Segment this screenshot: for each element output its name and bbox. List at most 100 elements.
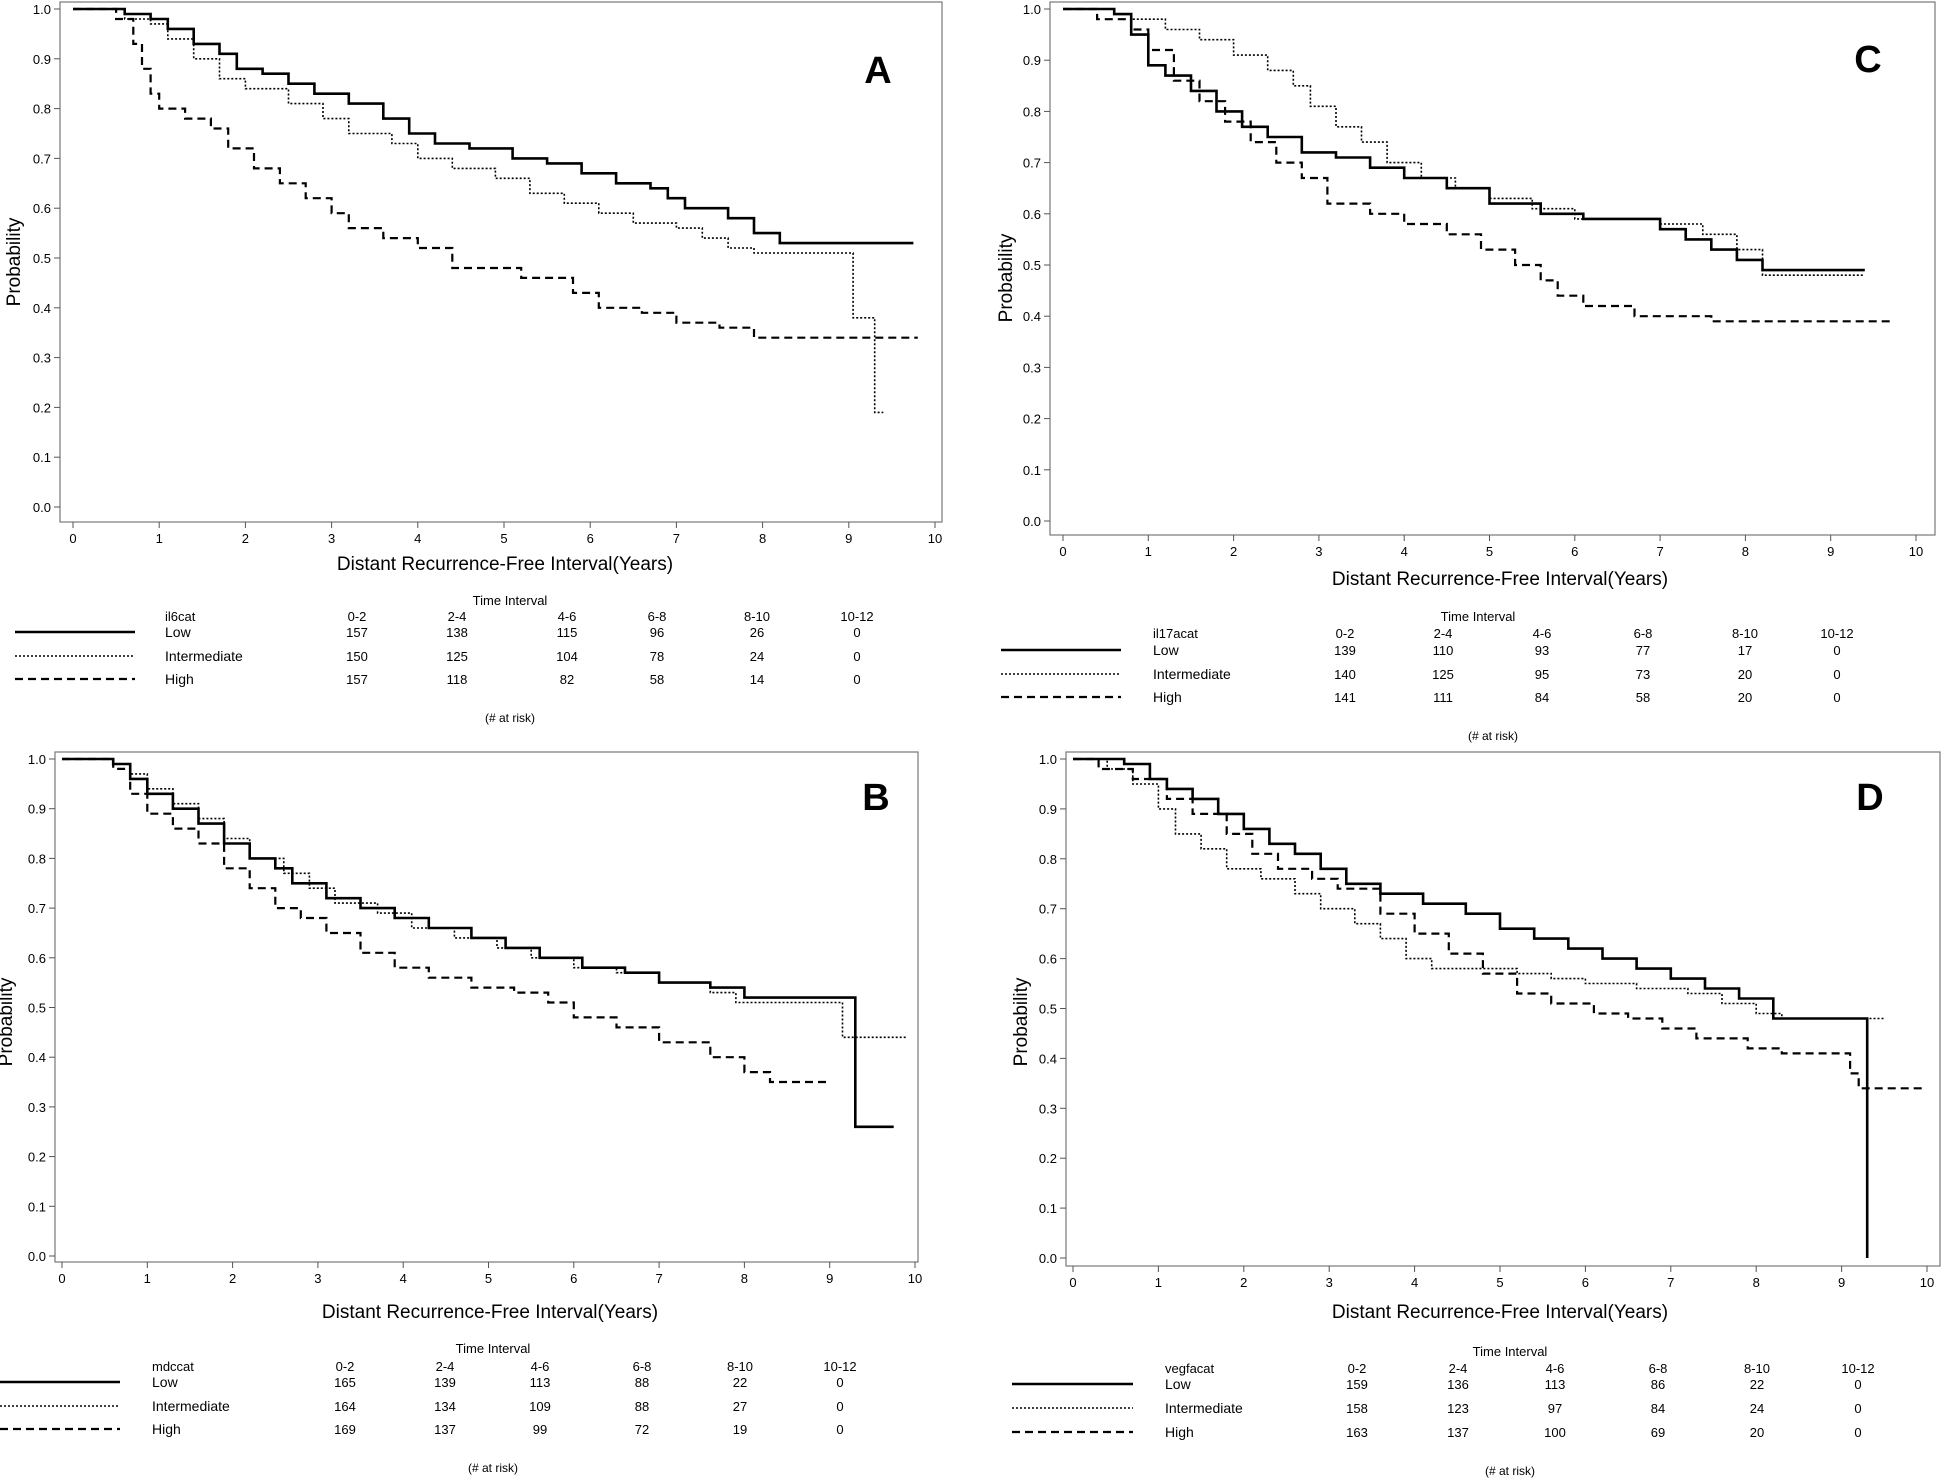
risk-count: 24 <box>750 649 764 664</box>
y-tick-label: 0.5 <box>1039 1002 1057 1017</box>
plot-frame <box>54 751 919 1263</box>
y-tick-label: 0.9 <box>1023 53 1041 68</box>
risk-count: 140 <box>1334 667 1356 682</box>
curve-high <box>73 7 918 339</box>
km-panel-a: 0 1 2 3 4 5 6 7 8 9 100.00.10.20.30.40.50.60.70.80… <box>4 1 943 725</box>
risk-count: 17 <box>1738 643 1752 658</box>
risk-count: 88 <box>635 1399 649 1414</box>
risk-row-label: Intermediate <box>165 648 243 664</box>
x-tick-label: 8 <box>741 1271 748 1286</box>
risk-interval-label: 4-6 <box>1533 626 1552 641</box>
x-tick-label: 10 <box>928 531 942 546</box>
y-tick-label: 0.9 <box>1039 802 1057 817</box>
risk-count: 0 <box>853 625 860 640</box>
risk-row-label: Intermediate <box>1165 1400 1243 1416</box>
risk-count: 95 <box>1535 667 1549 682</box>
risk-count: 164 <box>334 1399 356 1414</box>
curve-high <box>1063 7 1891 323</box>
y-axis-title: Probability <box>1011 977 1032 1066</box>
y-tick-label: 0.3 <box>28 1100 46 1115</box>
curve-intermediate <box>1073 758 1885 1020</box>
x-tick-label: 6 <box>1582 1275 1589 1290</box>
risk-count: 158 <box>1346 1401 1368 1416</box>
y-tick-label: 0.4 <box>28 1050 46 1065</box>
risk-interval-label: 4-6 <box>1546 1361 1565 1376</box>
curve-intermediate <box>1063 8 1865 276</box>
y-tick-label: 0.7 <box>1039 902 1057 917</box>
risk-count: 19 <box>733 1422 747 1437</box>
x-tick-label: 0 <box>1059 544 1066 559</box>
risk-count: 159 <box>1346 1377 1368 1392</box>
x-tick-label: 10 <box>1920 1275 1934 1290</box>
risk-count: 137 <box>1447 1425 1469 1440</box>
risk-count: 113 <box>530 1375 551 1390</box>
x-tick-label: 5 <box>485 1271 492 1286</box>
risk-count: 111 <box>1433 690 1453 705</box>
risk-count: 14 <box>750 672 764 687</box>
risk-table-header: Time Interval <box>456 1341 531 1356</box>
y-tick-label: 0.4 <box>1023 309 1041 324</box>
x-tick-label: 7 <box>1667 1275 1674 1290</box>
x-tick-label: 9 <box>826 1271 833 1286</box>
risk-count: 157 <box>346 672 368 687</box>
risk-count: 93 <box>1535 643 1549 658</box>
risk-row-label: High <box>1153 689 1182 705</box>
x-tick-label: 1 <box>1155 1275 1162 1290</box>
risk-count: 110 <box>1433 643 1454 658</box>
risk-count: 139 <box>1334 643 1356 658</box>
risk-count: 109 <box>529 1399 551 1414</box>
risk-count: 123 <box>1447 1401 1469 1416</box>
curve-high <box>1073 757 1923 1090</box>
risk-table-footer: (# at risk) <box>1468 729 1518 743</box>
x-tick-label: 1 <box>144 1271 151 1286</box>
x-tick-label: 9 <box>845 531 852 546</box>
y-tick-label: 0.2 <box>28 1150 46 1165</box>
risk-interval-label: 0-2 <box>348 609 367 624</box>
km-panel-b: 0 1 2 3 4 5 6 7 8 9 10 0.0 0.1 0.2 0.3 0.4 0.5 0.6 0.7 0.8 0… <box>0 751 922 1475</box>
x-tick-label: 5 <box>500 531 507 546</box>
risk-count: 118 <box>447 672 468 687</box>
x-tick-label: 3 <box>314 1271 321 1286</box>
risk-count: 72 <box>635 1422 649 1437</box>
x-tick-label: 10 <box>908 1271 922 1286</box>
x-tick-label: 2 <box>242 531 249 546</box>
panel-letter: B <box>862 777 889 819</box>
risk-count: 0 <box>1833 667 1840 682</box>
risk-count: 157 <box>346 625 368 640</box>
y-tick-label: 0.7 <box>33 151 51 166</box>
x-tick-label: 0 <box>69 531 76 546</box>
risk-interval-label: 8-10 <box>1732 626 1758 641</box>
risk-count: 22 <box>733 1375 747 1390</box>
x-tick-label: 10 <box>1909 544 1923 559</box>
x-tick-label: 9 <box>1838 1275 1845 1290</box>
x-tick-label: 3 <box>328 531 335 546</box>
risk-count: 0 <box>836 1399 843 1414</box>
risk-interval-label: 8-10 <box>727 1359 753 1374</box>
panel-letter: A <box>864 50 891 92</box>
risk-count: 165 <box>334 1375 356 1390</box>
y-tick-label: 0.0 <box>1039 1251 1057 1266</box>
x-tick-label: 5 <box>1496 1275 1503 1290</box>
y-tick-label: 0.5 <box>28 1001 46 1016</box>
risk-interval-label: 6-8 <box>633 1359 652 1374</box>
x-tick-label: 6 <box>587 531 594 546</box>
risk-interval-label: 0-2 <box>1348 1361 1367 1376</box>
x-tick-label: 4 <box>1401 544 1408 559</box>
risk-count: 27 <box>733 1399 747 1414</box>
x-tick-label: 2 <box>1230 544 1237 559</box>
x-tick-label: 4 <box>1411 1275 1418 1290</box>
curve-high <box>62 757 830 1084</box>
y-tick-label: 1.0 <box>33 2 51 17</box>
y-tick-label: 0.0 <box>33 500 51 515</box>
risk-table-group-var: il17acat <box>1153 626 1198 641</box>
risk-interval-label: 2-4 <box>448 609 467 624</box>
y-tick-label: 0.1 <box>28 1199 46 1214</box>
y-tick-label: 0.8 <box>1023 104 1041 119</box>
y-axis-title: Probability <box>0 977 17 1066</box>
risk-count: 0 <box>1854 1377 1861 1392</box>
risk-count: 96 <box>650 625 664 640</box>
risk-count: 20 <box>1738 690 1752 705</box>
y-tick-label: 0.8 <box>28 851 46 866</box>
x-tick-label: 0 <box>1069 1275 1076 1290</box>
